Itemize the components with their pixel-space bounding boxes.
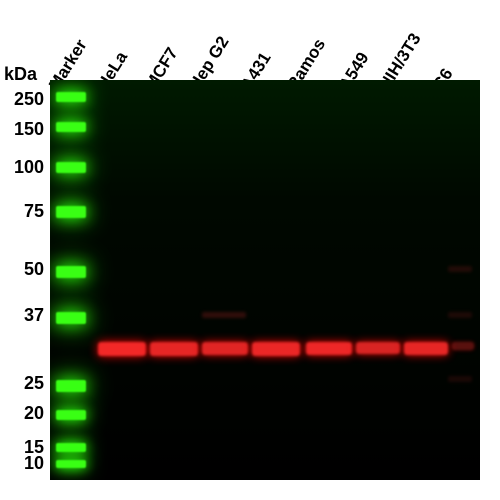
ladder-band-10 bbox=[56, 460, 86, 468]
kda-unit-label: kDa bbox=[4, 64, 37, 85]
ladder-band-37 bbox=[56, 312, 86, 324]
target-band-lane-3 bbox=[202, 342, 248, 355]
mw-label-150: 150 bbox=[4, 119, 44, 140]
target-band-lane-1 bbox=[98, 342, 146, 356]
mw-label-25: 25 bbox=[4, 373, 44, 394]
target-band-lane-4 bbox=[252, 342, 300, 356]
target-band-lane-7 bbox=[404, 342, 448, 355]
mw-label-100: 100 bbox=[4, 157, 44, 178]
ladder-band-25 bbox=[56, 380, 86, 392]
western-blot-figure: kDa 25015010075503725201510 MarkerHeLaMC… bbox=[0, 0, 500, 500]
faint-band-3 bbox=[448, 376, 472, 382]
mw-label-10: 10 bbox=[4, 453, 44, 474]
faint-band-2 bbox=[448, 312, 472, 318]
target-band-lane-6 bbox=[356, 342, 400, 354]
ladder-band-150 bbox=[56, 122, 86, 132]
ladder-band-75 bbox=[56, 206, 86, 218]
mw-label-37: 37 bbox=[4, 305, 44, 326]
target-band-lane-5 bbox=[306, 342, 352, 355]
ladder-band-20 bbox=[56, 410, 86, 420]
target-band-lane-8 bbox=[452, 342, 474, 350]
ladder-band-15 bbox=[56, 443, 86, 452]
mw-label-50: 50 bbox=[4, 259, 44, 280]
ladder-band-250 bbox=[56, 92, 86, 102]
mw-label-75: 75 bbox=[4, 201, 44, 222]
faint-band-0 bbox=[202, 312, 246, 318]
ladder-band-100 bbox=[56, 162, 86, 173]
mw-label-250: 250 bbox=[4, 89, 44, 110]
blot-membrane bbox=[50, 80, 480, 480]
faint-band-1 bbox=[448, 266, 472, 272]
ladder-band-50 bbox=[56, 266, 86, 278]
mw-label-20: 20 bbox=[4, 403, 44, 424]
target-band-lane-2 bbox=[150, 342, 198, 356]
